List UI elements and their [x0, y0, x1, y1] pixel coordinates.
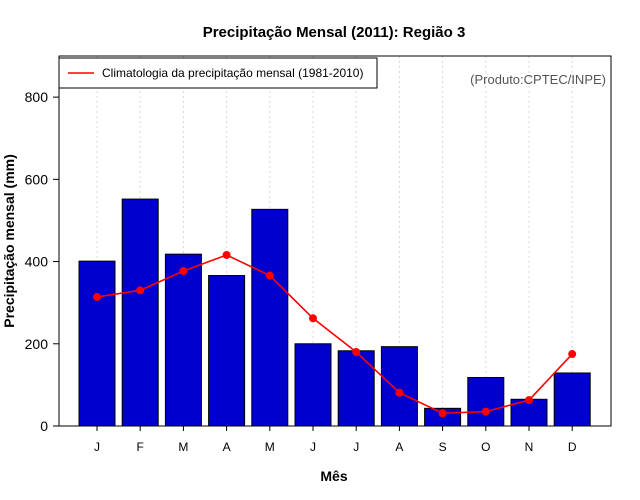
bar-1 — [78, 260, 116, 427]
climatology-line-group — [93, 250, 577, 418]
y-tick-label: 0 — [40, 418, 48, 434]
bar-8 — [380, 346, 418, 427]
x-tick-label: A — [395, 440, 403, 454]
y-tick-label: 800 — [25, 89, 49, 105]
x-tick-label: N — [525, 440, 534, 454]
climatology-point-7 — [352, 348, 361, 356]
climatology-line — [96, 254, 573, 415]
y-axis: 0 200 400 600 800 — [25, 89, 59, 434]
legend-label: Climatologia da precipitação mensal (198… — [102, 66, 363, 80]
bar-3 — [164, 253, 202, 427]
bar-10 — [467, 376, 505, 427]
product-note: (Produto:CPTEC/INPE) — [470, 72, 606, 87]
x-tick-label: A — [223, 440, 231, 454]
climatology-point-4 — [222, 250, 231, 259]
climatology-point-6 — [309, 314, 317, 323]
x-tick-label: J — [353, 440, 359, 454]
bar-2 — [121, 198, 159, 427]
legend: Climatologia da precipitação mensal (198… — [58, 57, 378, 89]
x-tick-label: D — [568, 440, 577, 454]
bar-12 — [553, 372, 591, 427]
climatology-point-1 — [93, 292, 101, 301]
x-tick-label: S — [439, 440, 447, 454]
bar-7 — [337, 350, 375, 427]
y-axis-title: Precipitação mensal (mm) — [1, 154, 17, 328]
bar-5 — [251, 208, 289, 427]
x-axis-title: Mês — [320, 468, 347, 484]
bars — [78, 198, 591, 427]
plot-frame — [58, 55, 612, 427]
x-tick-label: M — [265, 440, 275, 454]
x-tick-label: O — [481, 440, 490, 454]
x-tick-label: F — [137, 440, 144, 454]
climatology-point-3 — [179, 267, 188, 276]
x-tick-label: J — [310, 440, 316, 454]
x-tick-label: M — [178, 440, 188, 454]
climatology-point-5 — [265, 271, 274, 280]
climatology-point-11 — [525, 396, 533, 405]
bar-6 — [294, 343, 332, 427]
climatology-point-8 — [395, 388, 404, 397]
y-tick-label: 400 — [25, 254, 49, 270]
legend-box — [58, 57, 378, 89]
y-tick-label: 200 — [25, 336, 49, 352]
climatology-point-10 — [481, 407, 490, 416]
climatology-point-12 — [568, 350, 577, 359]
climatology-point-2 — [136, 286, 145, 295]
bar-4 — [208, 275, 246, 427]
chart-title: Precipitação Mensal (2011): Região 3 — [203, 24, 466, 41]
y-tick-label: 600 — [25, 171, 49, 187]
x-tick-label: J — [94, 440, 100, 454]
climatology-point-9 — [438, 409, 447, 418]
